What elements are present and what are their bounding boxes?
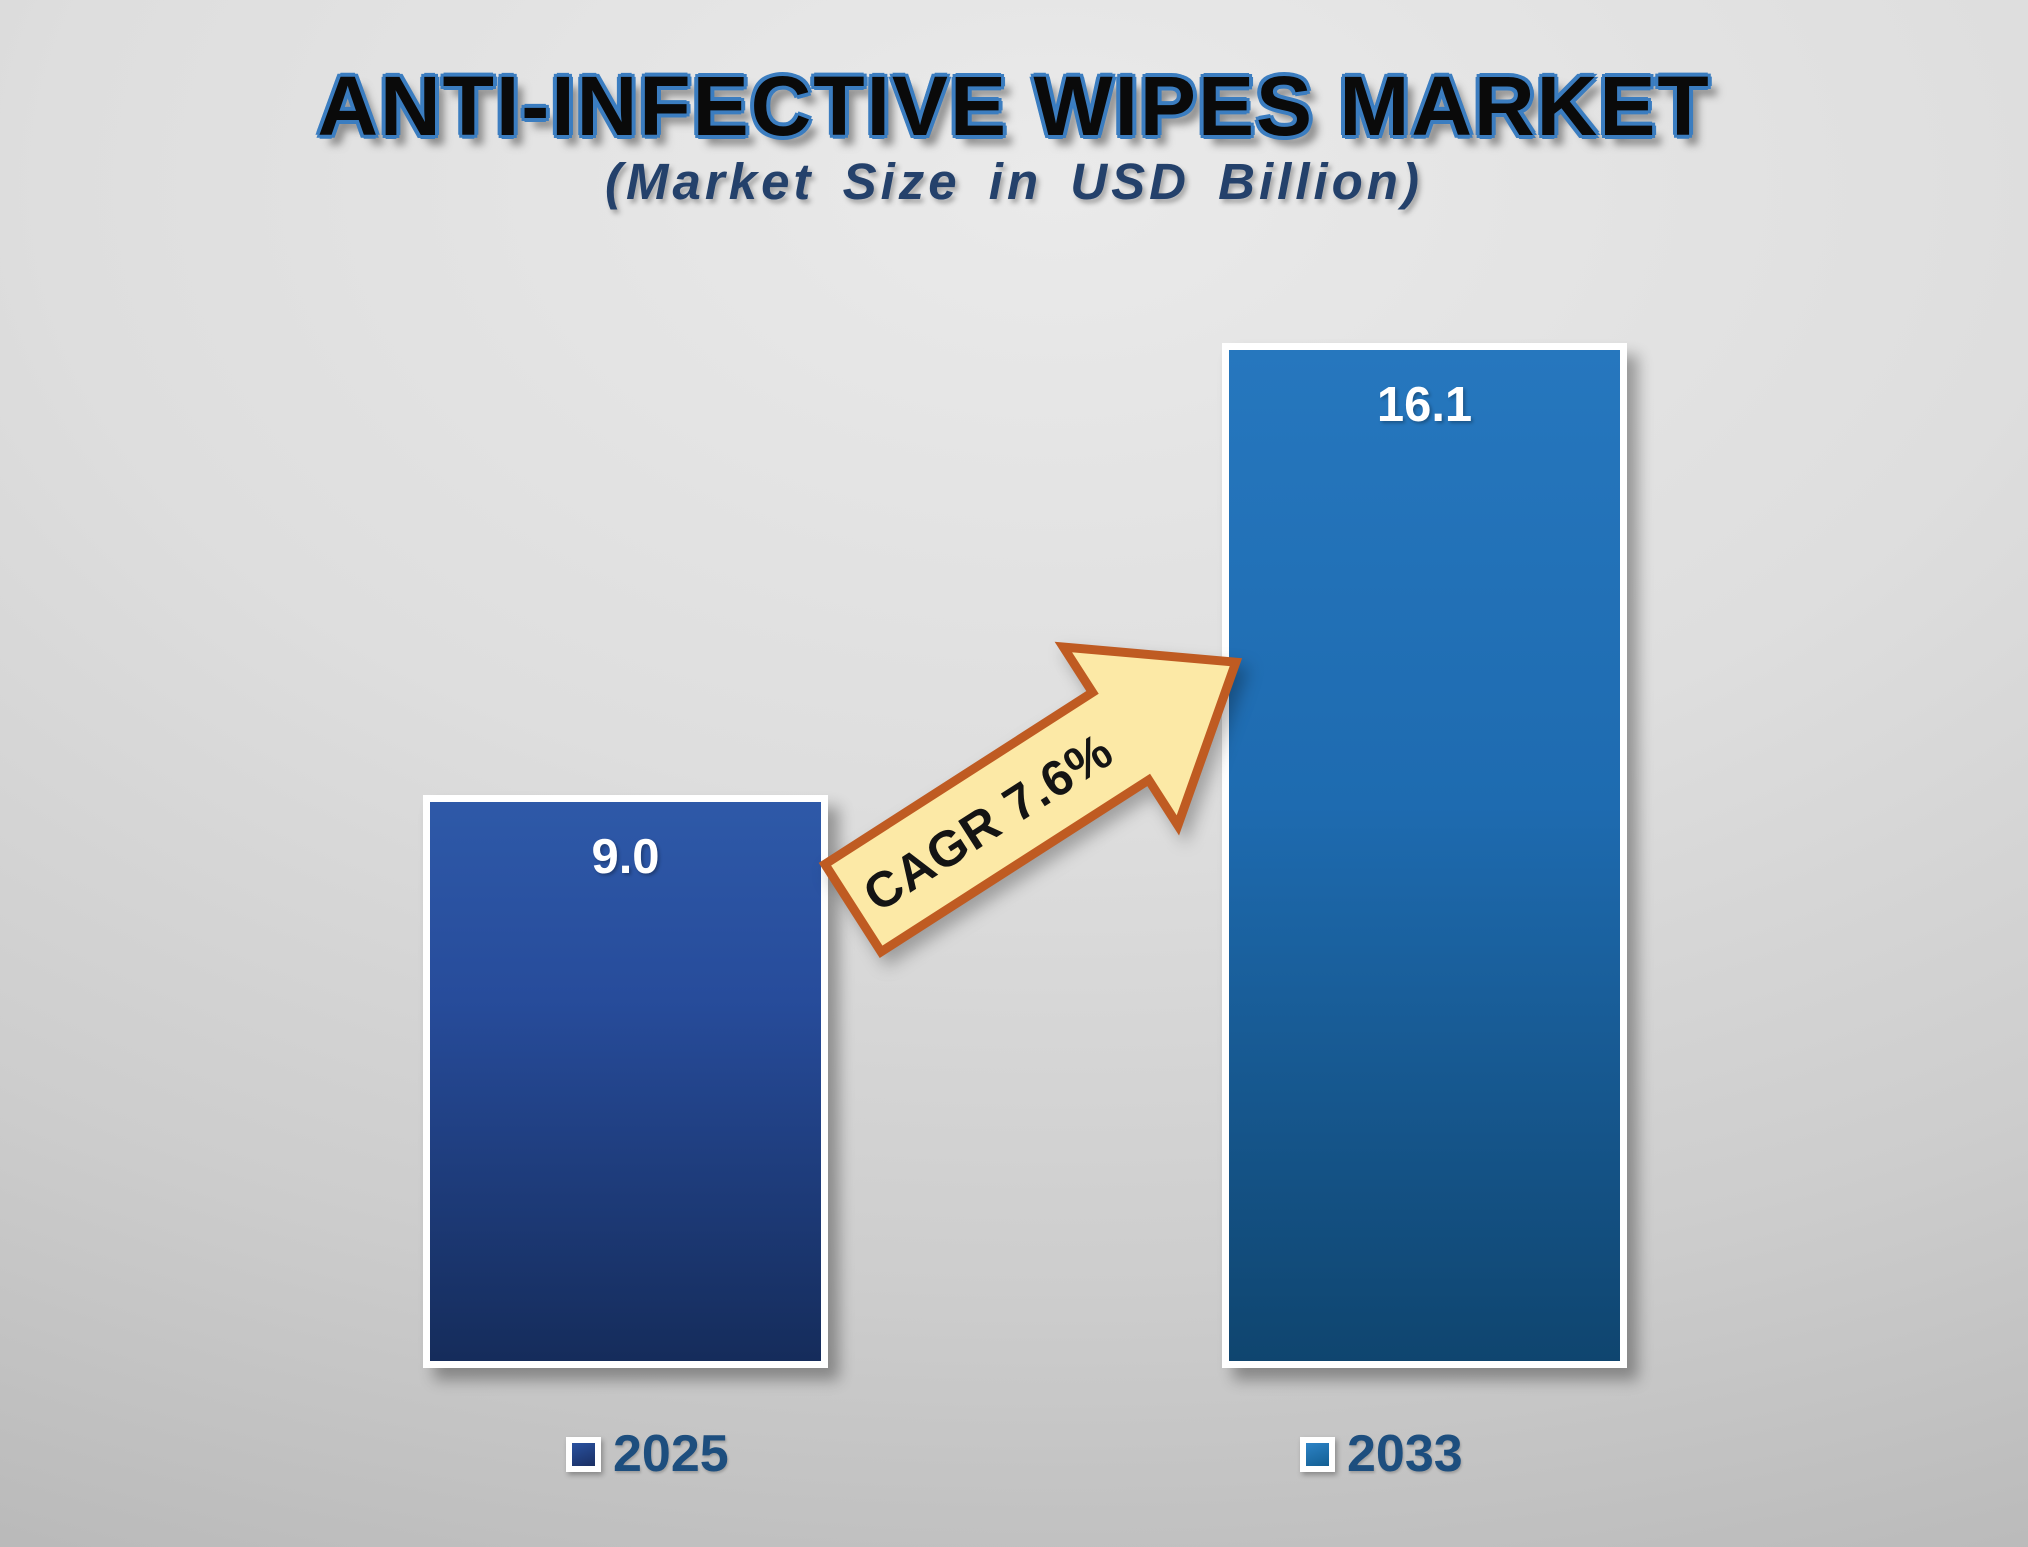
legend-label-2025: 2025 bbox=[613, 1425, 729, 1483]
bar-2025: 9.0 bbox=[423, 795, 828, 1368]
chart-title: ANTI-INFECTIVE WIPES MARKET bbox=[317, 59, 1711, 153]
bar-2025-value-label: 9.0 bbox=[591, 830, 660, 884]
cagr-arrow: CAGR 7.6% bbox=[818, 641, 1243, 958]
legend-label-2033: 2033 bbox=[1347, 1425, 1463, 1483]
legend-item-2025: 2025 bbox=[566, 1425, 729, 1483]
legend-swatch-2025-icon bbox=[566, 1436, 601, 1472]
chart-subtitle: (Market Size in USD Billion) bbox=[605, 153, 1423, 210]
bar-2033: 16.1 bbox=[1222, 343, 1627, 1368]
cagr-arrow-shape bbox=[818, 641, 1243, 958]
legend-swatch-2033-icon bbox=[1300, 1436, 1335, 1472]
bar-2033-value-label: 16.1 bbox=[1376, 378, 1473, 432]
legend-item-2033: 2033 bbox=[1300, 1425, 1463, 1483]
